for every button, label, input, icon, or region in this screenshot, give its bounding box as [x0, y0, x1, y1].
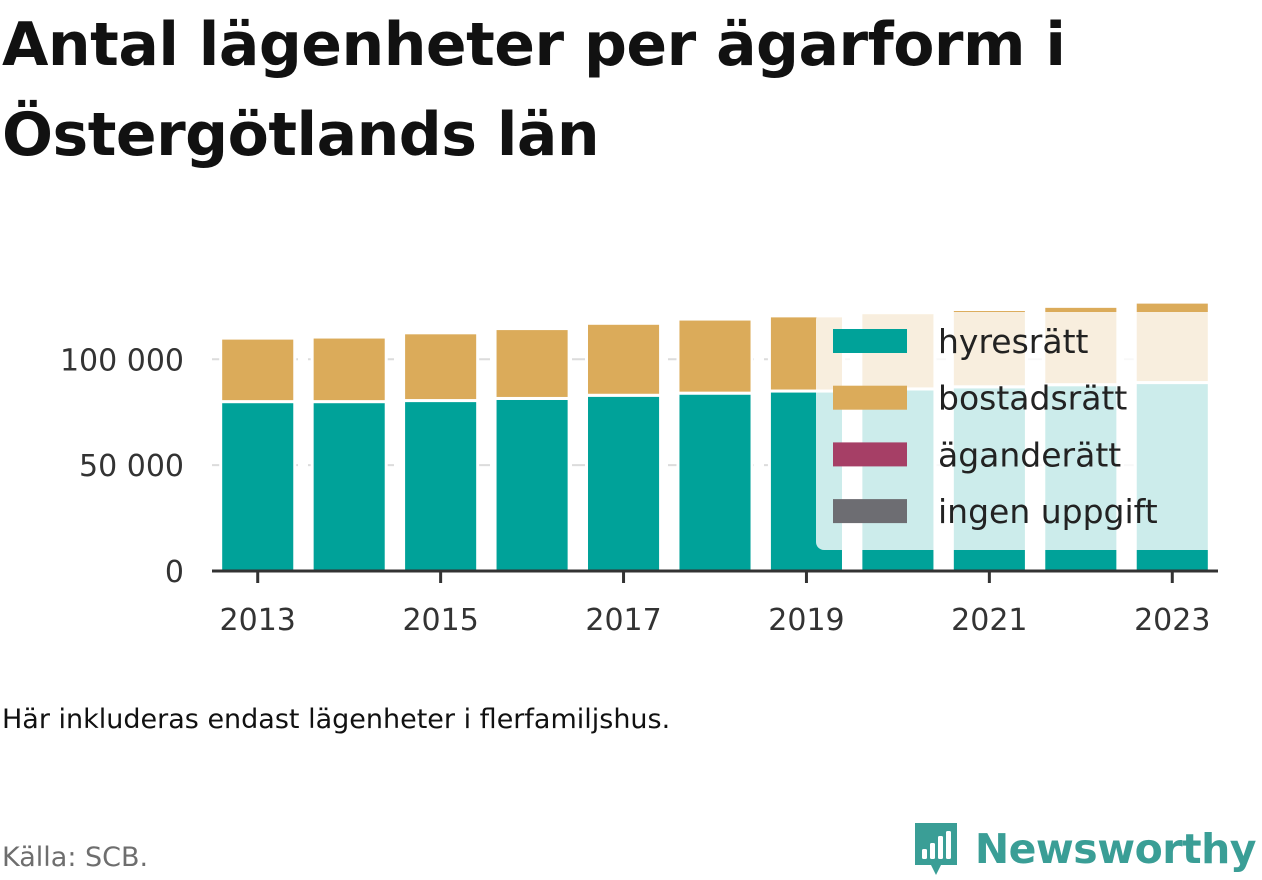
chart: 0 50 000 100 000 2013 2015 2017 2019 2021 2023 h…	[60, 300, 1218, 638]
legend-label: bostadsrätt	[938, 379, 1127, 418]
legend-swatch	[833, 385, 907, 410]
x-tick-label: 2023	[1134, 603, 1210, 638]
legend: hyresrätt bostadsrätt äganderätt ingen uppg…	[816, 312, 1218, 550]
legend-panel	[816, 312, 1218, 550]
legend-label: hyresrätt	[938, 322, 1089, 361]
x-tick-label: 2017	[585, 603, 661, 638]
x-tick-label: 2019	[768, 603, 844, 638]
x-tick-label: 2013	[220, 603, 296, 638]
chart-title: Antal lägenheter per ägarform i Östergöt…	[2, 10, 1066, 170]
chart-note: Här inkluderas endast lägenheter i flerf…	[2, 704, 671, 735]
legend-label: ingen uppgift	[938, 492, 1158, 531]
legend-swatch	[833, 442, 907, 467]
bar-segment	[676, 391, 754, 573]
bar-segment	[585, 321, 663, 397]
bar-segment	[493, 327, 571, 400]
axes: 0 50 000 100 000 2013 2015 2017 2019 2021 2023	[60, 343, 1218, 638]
brand-logo: Newsworthy	[911, 818, 1257, 880]
bar-segment	[219, 400, 297, 573]
y-tick-label: 100 000	[60, 343, 184, 378]
y-tick-label: 0	[165, 555, 184, 590]
brand-name: Newsworthy	[974, 825, 1257, 873]
x-tick-label: 2015	[402, 603, 478, 638]
newsworthy-chart-logo-icon	[914, 823, 957, 875]
bar-segment	[585, 393, 663, 573]
bar-segment	[402, 399, 480, 573]
bar-segment	[676, 317, 754, 395]
bar-segment	[310, 335, 388, 404]
bar-segment	[402, 331, 480, 403]
legend-label: äganderätt	[938, 435, 1121, 474]
bar-segment	[310, 400, 388, 573]
y-tick-label: 50 000	[79, 449, 184, 484]
bar-segment	[493, 396, 571, 573]
bar-segment	[219, 336, 297, 404]
x-tick-label: 2021	[951, 603, 1027, 638]
source-label: Källa: SCB.	[2, 842, 149, 873]
legend-swatch	[833, 329, 907, 353]
legend-swatch	[833, 499, 907, 524]
